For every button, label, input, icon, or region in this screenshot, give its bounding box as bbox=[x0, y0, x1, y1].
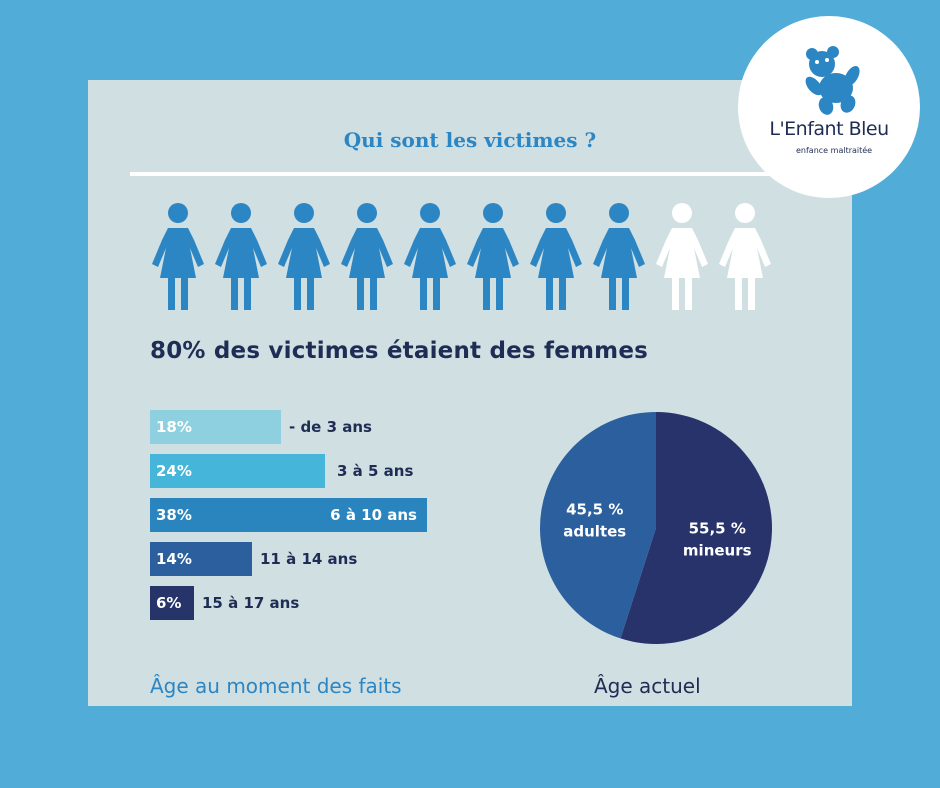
enfant-bleu-logo: L'Enfant Bleu enfance maltraitée bbox=[738, 16, 920, 198]
bar-value-label: 14% bbox=[156, 550, 192, 568]
bar-category-label: 6 à 10 ans bbox=[330, 506, 417, 524]
bar-row: 38% 6 à 10 ans bbox=[150, 498, 550, 532]
bar-category-label: 11 à 14 ans bbox=[260, 550, 358, 568]
bar-category-label: 15 à 17 ans bbox=[202, 594, 300, 612]
bar-row: 14% 11 à 14 ans bbox=[150, 542, 550, 576]
bar bbox=[150, 454, 325, 488]
logo-name: L'Enfant Bleu bbox=[769, 118, 889, 140]
pie-chart-title: Âge actuel bbox=[594, 674, 701, 698]
woman-figure-icon-filled bbox=[152, 203, 204, 310]
bar-value-label: 18% bbox=[156, 418, 192, 436]
current-age-pie-chart: 55,5 % mineurs 45,5 % adultes bbox=[540, 412, 772, 644]
infographic-card: Qui sont les victimes ? 80% des victimes… bbox=[88, 80, 852, 706]
teddy-bear-icon bbox=[805, 46, 860, 115]
bar-row: 18% - de 3 ans bbox=[150, 410, 550, 444]
infographic-title: Qui sont les victimes ? bbox=[343, 128, 597, 152]
pie-slice-adultes bbox=[540, 412, 656, 639]
bar-category-label: 3 à 5 ans bbox=[337, 462, 414, 480]
bar-row: 6% 15 à 17 ans bbox=[150, 586, 550, 620]
woman-figure-icon-empty bbox=[656, 203, 708, 310]
women-figures-row bbox=[152, 203, 771, 310]
bar-value-label: 38% bbox=[156, 506, 192, 524]
bar bbox=[150, 586, 194, 620]
woman-figure-icon-filled bbox=[215, 203, 267, 310]
woman-figure-icon-filled bbox=[341, 203, 393, 310]
woman-figure-icon-empty bbox=[719, 203, 771, 310]
bar-value-label: 6% bbox=[156, 594, 182, 612]
headline: 80% des victimes étaient des femmes bbox=[150, 338, 649, 364]
bar bbox=[150, 498, 427, 532]
bar-category-label: - de 3 ans bbox=[289, 418, 372, 436]
bar-row: 24% 3 à 5 ans bbox=[150, 454, 550, 488]
woman-figure-icon-filled bbox=[467, 203, 519, 310]
bar bbox=[150, 410, 281, 444]
logo-tagline: enfance maltraitée bbox=[796, 146, 873, 155]
woman-figure-icon-filled bbox=[278, 203, 330, 310]
woman-figure-icon-filled bbox=[593, 203, 645, 310]
bar-chart-title: Âge au moment des faits bbox=[150, 674, 402, 698]
woman-figure-icon-filled bbox=[530, 203, 582, 310]
bar bbox=[150, 542, 252, 576]
pie-value-label: 45,5 % bbox=[566, 500, 623, 518]
pie-slice-label: adultes bbox=[563, 522, 626, 540]
pie-slice-label: mineurs bbox=[683, 542, 752, 560]
woman-figure-icon-filled bbox=[404, 203, 456, 310]
pie-value-label: 55,5 % bbox=[689, 520, 746, 538]
title-divider bbox=[130, 172, 810, 176]
pie-slice-mineurs bbox=[620, 412, 772, 644]
bar-value-label: 24% bbox=[156, 462, 192, 480]
